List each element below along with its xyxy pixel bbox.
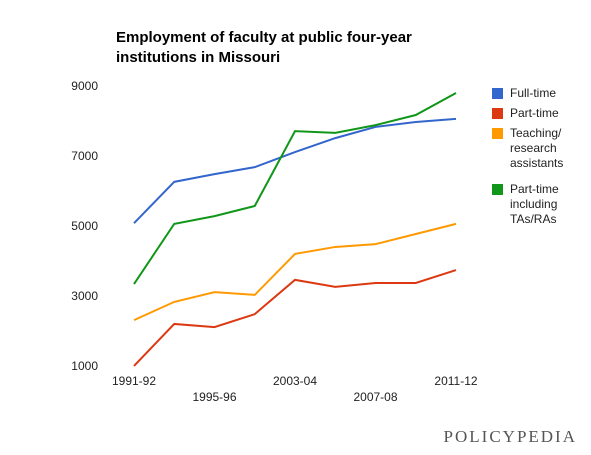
series-line [133, 117, 457, 224]
legend-swatch [492, 108, 503, 119]
chart-title: Employment of faculty at public four-yea… [116, 29, 412, 66]
watermark: POLICYPEDIA [443, 427, 577, 446]
legend-label: Full-time [510, 86, 557, 100]
series-line [133, 92, 457, 285]
series-line [133, 269, 457, 367]
series-line [133, 222, 457, 322]
x-tick-label: 2007-08 [353, 390, 397, 404]
y-tick-label: 1000 [71, 359, 98, 373]
legend-swatch [492, 128, 503, 139]
y-tick-label: 3000 [71, 289, 98, 303]
legend-label: Part-time including TAs/RAs [510, 182, 559, 226]
x-tick-label: 2011-12 [434, 374, 477, 388]
legend-swatch [492, 88, 503, 99]
legend-label: Teaching/ research assistants [510, 126, 564, 170]
legend-label: Part-time [510, 106, 559, 120]
y-tick-label: 7000 [71, 149, 98, 163]
x-tick-label: 1991-92 [112, 374, 156, 388]
x-tick-label: 2003-04 [273, 374, 317, 388]
x-tick-label: 1995-96 [192, 390, 236, 404]
legend-swatch [492, 184, 503, 195]
y-tick-label: 9000 [71, 79, 98, 93]
y-tick-label: 5000 [71, 219, 98, 233]
